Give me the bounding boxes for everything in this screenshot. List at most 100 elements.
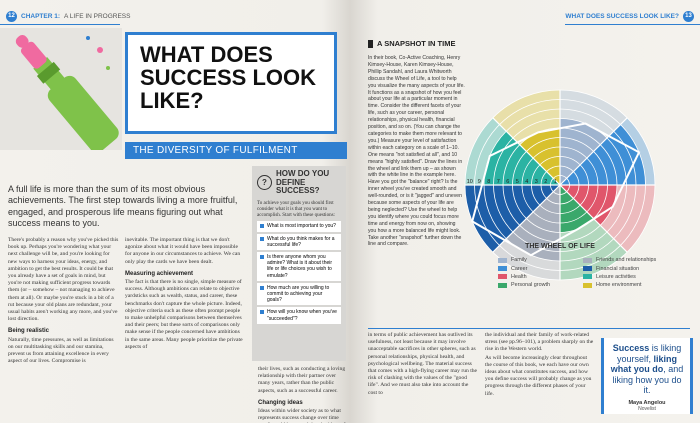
question: How will you know when you've "succeeded… [257, 307, 341, 324]
quote: Success is liking yourself, liking what … [608, 343, 686, 396]
paragraph: in terms of public achievement has outli… [368, 332, 478, 396]
legend-label: Financial situation [596, 265, 640, 272]
legend-item: Personal growth [498, 281, 583, 289]
snapshot-title: A SNAPSHOT IN TIME [377, 39, 456, 48]
page-header: WHAT DOES SUCCESS LOOK LIKE? 13 [565, 11, 694, 22]
page-number: 12 [6, 11, 17, 22]
paragraph: inevitable. The important thing is that … [125, 237, 241, 265]
sidebar-title: HOW DO YOU DEFINE SUCCESS? [276, 169, 330, 195]
scale-label: 3 [535, 179, 538, 185]
quote-part: , and liking how you do it. [612, 364, 684, 395]
text-column: their lives, such as conducting a loving… [258, 366, 346, 423]
legend-swatch [583, 257, 592, 263]
legend-item: Leisure activities [583, 273, 668, 281]
quote-role: Novelist [638, 405, 656, 412]
legend-item: Health [498, 273, 583, 281]
header-rule [565, 24, 700, 25]
scale-label: 1 [554, 179, 557, 185]
question-list: What is most important to you? What do yo… [257, 221, 341, 324]
scale-label: 4 [525, 179, 528, 185]
legend-swatch [498, 257, 507, 263]
page-title: WHAT DOES SUCCESS LOOK LIKE? [565, 13, 679, 20]
chapter-title: A LIFE IN PROGRESS [64, 13, 131, 20]
paragraph: their lives, such as conducting a loving… [258, 366, 346, 394]
legend-label: Health [511, 273, 527, 280]
question: What is most important to you? [257, 221, 341, 232]
legend-swatch [498, 266, 507, 272]
page-number: 13 [683, 11, 694, 22]
subheading: Measuring achievement [125, 270, 194, 277]
quote-part: liking what you do [610, 353, 678, 375]
spoke [492, 184, 561, 253]
text-column: the individual and their family of work-… [485, 332, 595, 423]
segment-fill [465, 185, 560, 253]
bottle-illustration [0, 28, 122, 150]
scale-label: 5 [516, 179, 519, 185]
question: Is there anyone whom you admire? What is… [257, 252, 341, 281]
scale-label: 6 [506, 179, 509, 185]
quote-part: Success [612, 343, 650, 353]
legend-item: Home environment [583, 281, 668, 289]
legend-label: Home environment [596, 282, 642, 289]
chapter-label: CHAPTER 1: [21, 13, 61, 20]
question: How much are you willing to commit to ac… [257, 282, 341, 306]
subtitle: THE DIVERSITY OF FULFILMENT [125, 142, 347, 159]
paragraph: Naturally, time pressures, as well as li… [8, 336, 114, 365]
header-rule [0, 24, 120, 25]
paragraph: As will become increasingly clear throug… [485, 354, 592, 397]
wheel-title: THE WHEEL OF LIFE [525, 243, 595, 250]
sidebar-intro: To achieve your goals you should first c… [257, 200, 335, 219]
spoke [559, 117, 628, 186]
quote-box: Success is liking yourself, liking what … [601, 338, 693, 414]
segment-fill [506, 185, 560, 261]
question: What do you think makes for a successful… [257, 233, 341, 250]
intro: A full life is more than the sum of its … [8, 184, 238, 229]
legend-swatch [583, 266, 592, 272]
legend-item: Financial situation [583, 264, 668, 272]
section-rule [368, 328, 690, 329]
text-column: inevitable. The important thing is that … [125, 237, 243, 423]
legend-swatch [583, 274, 592, 280]
paragraph: Ideas within wider society as to what re… [258, 408, 345, 423]
subheading: Being realistic [8, 328, 50, 335]
title: WHAT DOES SUCCESS LOOK LIKE? [125, 32, 337, 134]
legend-item: Career [498, 264, 583, 272]
paragraph: There's probably a reason why you've pic… [8, 237, 119, 323]
legend-label: Personal growth [511, 282, 550, 289]
scale-label: 9 [478, 179, 481, 185]
satisfaction-line [471, 122, 641, 257]
sidebar: ? HOW DO YOU DEFINE SUCCESS? To achieve … [252, 166, 346, 361]
segment-fill [560, 185, 594, 233]
legend-swatch [498, 274, 507, 280]
text-column: There's probably a reason why you've pic… [8, 237, 120, 423]
legend-swatch [583, 282, 592, 288]
quote-part: is liking yourself, [616, 343, 682, 364]
legend-label: Family [511, 257, 527, 264]
segment-fill [560, 118, 608, 185]
scale-label: 10 [467, 179, 473, 185]
subheading: Changing ideas [258, 399, 303, 406]
snapshot-heading: A SNAPSHOT IN TIME [368, 39, 455, 48]
quote-author: Maya Angelou [628, 399, 666, 406]
text-column: in terms of public achievement has outli… [368, 332, 478, 423]
segment-fill [484, 131, 560, 185]
legend: Family Career Health Personal growth Friends… [498, 256, 668, 290]
page-header: 12 CHAPTER 1: A LIFE IN PROGRESS [6, 11, 130, 22]
wheel-of-life: 10 9 8 7 6 5 4 3 2 1 [464, 89, 656, 281]
legend-label: Leisure activities [596, 273, 636, 280]
scale-label: 2 [544, 179, 547, 185]
paragraph: The fact is that there is no single, sim… [125, 279, 243, 350]
legend-swatch [498, 282, 507, 288]
scale-label: 8 [487, 179, 490, 185]
scale-label: 7 [497, 179, 500, 185]
spoke [492, 117, 561, 186]
snapshot-text: In their book, Co-Active Coaching, Henry… [368, 55, 465, 248]
legend-label: Career [511, 265, 528, 272]
segment-fill [560, 124, 646, 185]
legend-item: Family [498, 256, 583, 264]
legend-label: Friends and relationships [596, 257, 657, 264]
segment-fill [560, 185, 617, 226]
paragraph: the individual and their family of work-… [485, 332, 594, 353]
segment-fill [519, 128, 560, 185]
